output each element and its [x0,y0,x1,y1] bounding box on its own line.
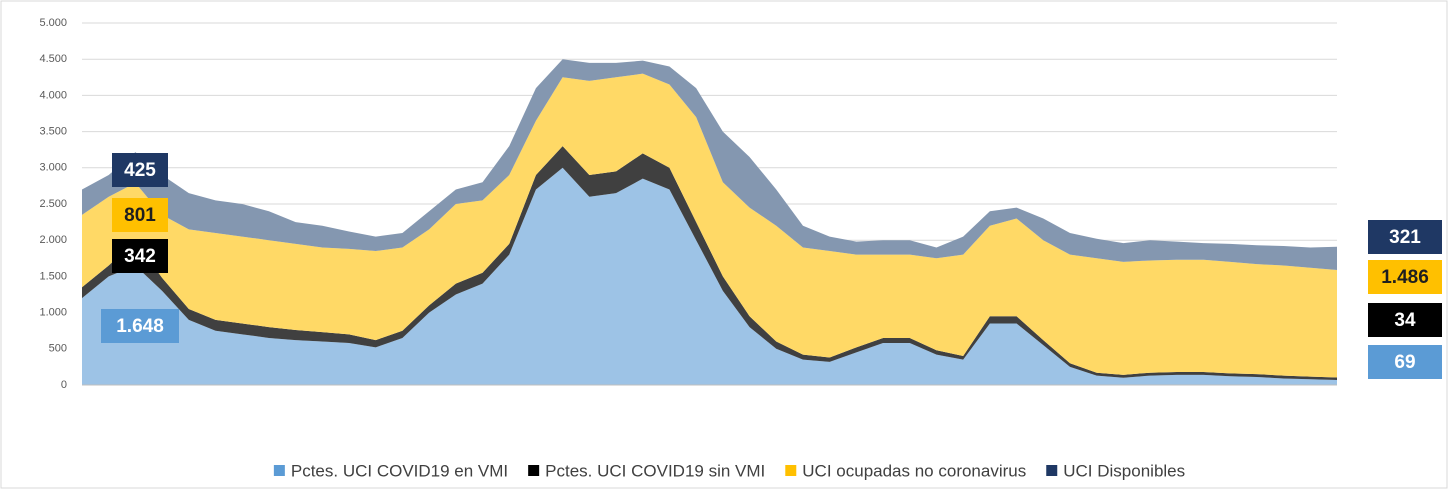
y-tick-label: 500 [49,343,67,355]
value-label: 801 [124,205,156,226]
legend-label: UCI Disponibles [1063,461,1185,480]
y-tick-label: 3.500 [39,126,67,138]
y-tick-label: 1.500 [39,270,67,282]
value-label: 321 [1389,227,1421,248]
value-label-box [1368,303,1442,337]
area [82,73,1337,378]
value-label-box [1368,345,1442,379]
value-label: 1.486 [1381,267,1429,288]
legend-swatch [528,465,540,476]
value-label: 69 [1394,352,1415,373]
legend-label: UCI ocupadas no coronavirus [802,461,1026,480]
value-label-box [112,198,168,232]
legend-swatch [785,465,797,476]
legend-swatch [1046,465,1058,476]
y-tick-label: 2.000 [39,234,67,246]
y-tick-label: 1.000 [39,307,67,319]
legend: Pctes. UCI COVID19 en VMI Pctes. UCI COVI… [273,461,1185,480]
legend-label: Pctes. UCI COVID19 sin VMI [545,461,765,480]
area [82,167,1337,385]
y-tick-label: 3.000 [39,162,67,174]
value-label-box [101,309,179,343]
value-label: 342 [124,246,156,267]
y-tick-label: 5.000 [39,17,67,29]
value-label: 1.648 [116,316,164,337]
y-tick-label: 4.500 [39,53,67,65]
value-label-box [112,239,168,273]
area [82,59,1337,270]
value-label-box [112,153,168,187]
y-tick-label: 0 [61,379,67,391]
y-tick-label: 4.000 [39,89,67,101]
y-tick-label: 2.500 [39,198,67,210]
value-label: 425 [124,160,156,181]
value-label: 34 [1394,310,1416,331]
value-label-box [1368,260,1442,294]
legend-swatch [273,465,285,476]
legend-label: Pctes. UCI COVID19 en VMI [291,461,508,480]
area [82,146,1337,381]
value-label-box [1368,220,1442,254]
